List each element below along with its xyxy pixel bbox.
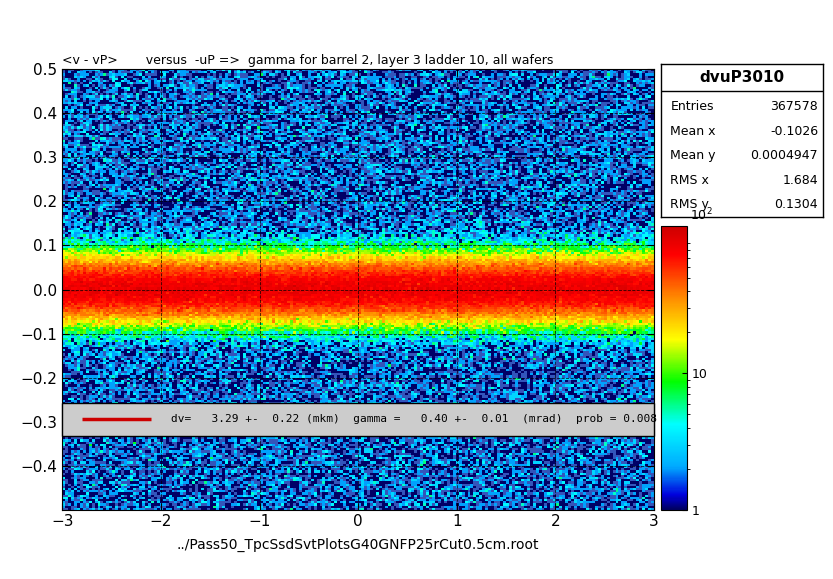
Text: RMS y: RMS y xyxy=(671,199,709,211)
Text: 367578: 367578 xyxy=(771,100,818,113)
Text: 0.1304: 0.1304 xyxy=(775,199,818,211)
Text: dvuP3010: dvuP3010 xyxy=(699,70,785,85)
Text: Mean y: Mean y xyxy=(671,149,716,162)
X-axis label: ../Pass50_TpcSsdSvtPlotsG40GNFP25rCut0.5cm.root: ../Pass50_TpcSsdSvtPlotsG40GNFP25rCut0.5… xyxy=(177,538,540,552)
Text: Mean x: Mean x xyxy=(671,124,716,138)
FancyBboxPatch shape xyxy=(62,403,654,436)
Text: <v - vP>       versus  -uP =>  gamma for barrel 2, layer 3 ladder 10, all wafers: <v - vP> versus -uP => gamma for barrel … xyxy=(62,54,554,67)
Text: dv=   3.29 +-  0.22 (mkm)  gamma =   0.40 +-  0.01  (mrad)  prob = 0.008: dv= 3.29 +- 0.22 (mkm) gamma = 0.40 +- 0… xyxy=(171,415,657,424)
Text: 1.684: 1.684 xyxy=(782,174,818,187)
Text: 0.0004947: 0.0004947 xyxy=(751,149,818,162)
Text: RMS x: RMS x xyxy=(671,174,709,187)
Text: 10$^2$: 10$^2$ xyxy=(690,206,712,223)
Text: -0.1026: -0.1026 xyxy=(770,124,818,138)
Text: Entries: Entries xyxy=(671,100,714,113)
